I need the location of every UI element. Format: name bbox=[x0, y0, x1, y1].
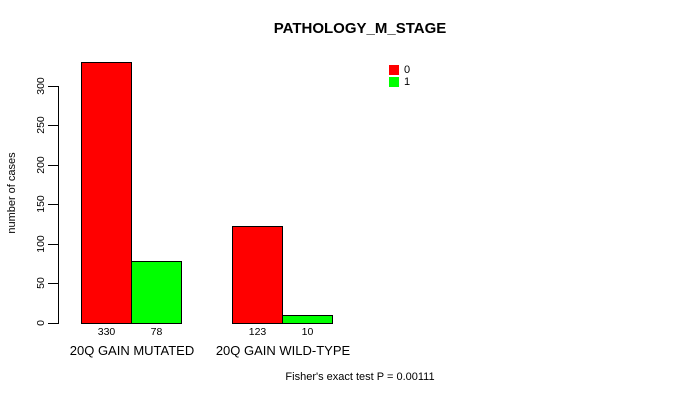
bar-1-20q-gain-mutated bbox=[131, 261, 182, 324]
y-tick-label: 300 bbox=[35, 77, 47, 95]
group-label: 20Q GAIN WILD-TYPE bbox=[215, 343, 351, 358]
y-tick bbox=[48, 244, 58, 245]
bar-0-20q-gain-wild-type bbox=[232, 226, 283, 324]
legend-item-0: 0 bbox=[389, 64, 410, 76]
legend-swatch bbox=[389, 65, 399, 75]
y-tick bbox=[48, 204, 58, 205]
y-tick-label: 50 bbox=[35, 277, 47, 289]
y-tick bbox=[48, 86, 58, 87]
group-label: 20Q GAIN MUTATED bbox=[69, 343, 195, 358]
legend-item-1: 1 bbox=[389, 76, 410, 88]
bar-value-label: 123 bbox=[248, 326, 267, 338]
y-tick bbox=[48, 125, 58, 126]
footer-note: Fisher's exact test P = 0.00111 bbox=[285, 371, 435, 383]
y-tick-label: 100 bbox=[35, 235, 47, 253]
y-tick-label: 150 bbox=[35, 195, 47, 213]
bar-1-20q-gain-wild-type bbox=[282, 315, 333, 324]
y-tick-label: 0 bbox=[35, 320, 47, 326]
bar-value-label: 78 bbox=[150, 326, 163, 338]
y-tick-label: 200 bbox=[35, 156, 47, 174]
bar-value-label: 330 bbox=[97, 326, 116, 338]
legend-label: 0 bbox=[404, 64, 411, 76]
y-axis-label: number of cases bbox=[6, 152, 18, 234]
y-tick-label: 250 bbox=[35, 116, 47, 134]
legend-swatch bbox=[389, 77, 399, 87]
chart-title: PATHOLOGY_M_STAGE bbox=[273, 20, 447, 37]
y-tick bbox=[48, 323, 58, 324]
y-tick bbox=[48, 283, 58, 284]
y-tick bbox=[48, 165, 58, 166]
legend-label: 1 bbox=[404, 76, 411, 88]
bar-value-label: 10 bbox=[301, 326, 314, 338]
bar-0-20q-gain-mutated bbox=[81, 62, 132, 324]
y-axis bbox=[58, 86, 59, 324]
